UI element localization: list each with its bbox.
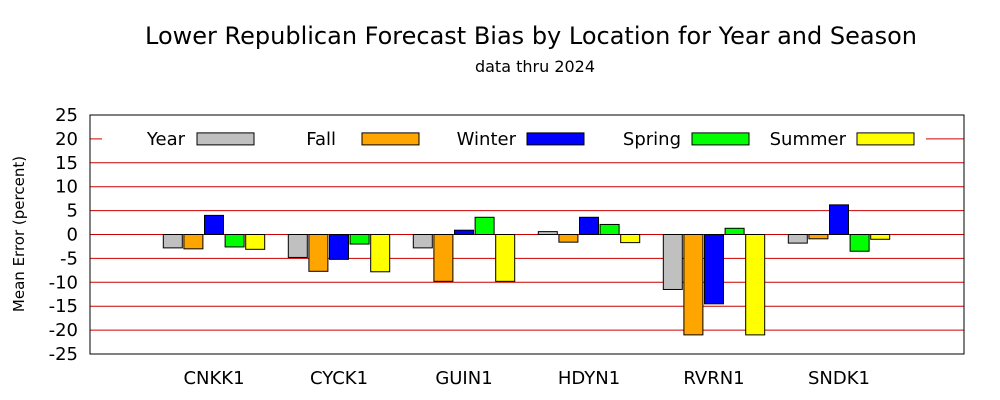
chart-subtitle: data thru 2024 <box>475 57 595 76</box>
bar-rvrn1-summer <box>745 234 766 336</box>
legend-label-spring: Spring <box>623 129 681 150</box>
bar-hdyn1-winter <box>579 216 599 235</box>
x-tick-label: HDYN1 <box>558 368 620 389</box>
legend-swatch-summer <box>856 132 915 146</box>
legend-label-winter: Winter <box>457 129 517 150</box>
bar-cnkk1-summer <box>245 234 266 250</box>
bar-cyck1-winter <box>329 234 349 260</box>
bar-sndk1-winter <box>829 204 849 235</box>
legend: Year Fall Winter Spring Summer <box>146 129 915 150</box>
bar-cyck1-summer <box>370 234 391 273</box>
bar-rvrn1-fall <box>683 234 704 336</box>
y-tick-label: 20 <box>55 129 78 150</box>
legend-swatch-fall <box>361 132 420 146</box>
bar-hdyn1-fall <box>558 234 579 243</box>
y-tick-label: 5 <box>67 201 78 222</box>
y-tick-label: -5 <box>60 248 78 269</box>
y-tick-label: -25 <box>49 344 78 365</box>
x-tick-label: GUIN1 <box>435 368 492 389</box>
x-tick-label: RVRN1 <box>683 368 744 389</box>
x-tick-labels: CNKK1 CYCK1 GUIN1 HDYN1 RVRN1 SNDK1 <box>183 368 870 389</box>
bar-hdyn1-spring <box>599 223 620 236</box>
bar-rvrn1-winter <box>704 234 724 305</box>
bar-guin1-summer <box>495 234 516 282</box>
y-tick-label: -10 <box>49 272 78 293</box>
bar-cnkk1-spring <box>224 234 245 248</box>
bars <box>162 204 891 336</box>
legend-label-year: Year <box>146 129 186 150</box>
y-tick-label: -15 <box>49 296 78 317</box>
legend-label-fall: Fall <box>306 129 336 150</box>
y-tick-label: 0 <box>67 225 78 246</box>
bar-cnkk1-winter <box>204 214 224 236</box>
y-tick-label: 10 <box>55 177 78 198</box>
legend-label-summer: Summer <box>770 129 847 150</box>
bar-guin1-spring <box>474 216 495 235</box>
bar-hdyn1-summer <box>620 234 641 244</box>
bar-cnkk1-fall <box>183 234 204 250</box>
y-tick-label: 15 <box>55 153 78 174</box>
x-tick-label: SNDK1 <box>808 368 870 389</box>
legend-swatch-spring <box>691 132 750 146</box>
bar-rvrn1-spring <box>724 227 745 235</box>
bar-cyck1-fall <box>308 234 329 272</box>
y-axis-label: Mean Error (percent) <box>10 156 28 312</box>
bar-guin1-winter <box>454 229 474 235</box>
bar-cnkk1-year <box>162 234 183 249</box>
bar-cyck1-spring <box>349 234 370 245</box>
chart-title: Lower Republican Forecast Bias by Locati… <box>145 22 917 50</box>
bar-guin1-fall <box>433 234 454 282</box>
bar-sndk1-fall <box>808 234 829 240</box>
legend-swatch-year <box>196 132 255 146</box>
bar-hdyn1-year <box>537 231 558 236</box>
bar-cyck1-year <box>287 234 308 258</box>
bar-rvrn1-year <box>662 234 683 290</box>
plot-frame <box>89 114 965 355</box>
bar-sndk1-year <box>787 234 808 244</box>
legend-swatch-winter <box>526 132 585 146</box>
y-tick-labels: 25 20 15 10 5 0-5 -10 -15 -20 -25 <box>49 105 78 365</box>
bar-sndk1-spring <box>849 234 870 252</box>
x-tick-label: CYCK1 <box>310 368 368 389</box>
bar-sndk1-summer <box>870 234 891 240</box>
y-tick-label: -20 <box>49 320 78 341</box>
bar-guin1-year <box>412 234 433 249</box>
x-tick-label: CNKK1 <box>183 368 244 389</box>
y-tick-label: 25 <box>55 105 78 126</box>
